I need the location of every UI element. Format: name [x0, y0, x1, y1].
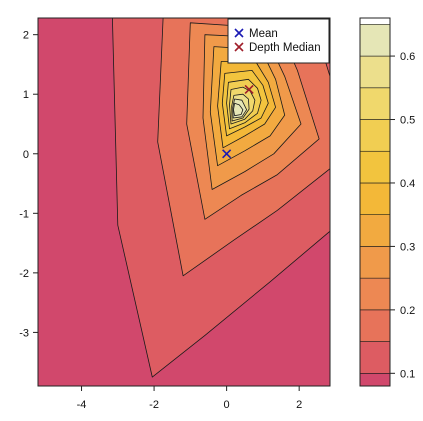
colorbar-swatch: [359, 246, 391, 279]
plot-frame: [37, 17, 331, 387]
y-tick-label: -2: [19, 268, 29, 280]
colorbar-frame: [359, 17, 391, 387]
colorbar-swatch: [359, 373, 391, 387]
colorbar-tick-label: 0.1: [400, 368, 415, 380]
y-tick-label: 2: [23, 30, 29, 42]
contour-layer: [112, 18, 330, 378]
colorbar-swatch: [359, 150, 391, 184]
y-tick-label: -1: [19, 208, 29, 220]
y-tick-label: 0: [23, 149, 29, 161]
colorbar-tick-label: 0.4: [400, 178, 415, 190]
colorbar-swatch: [359, 214, 391, 247]
colorbar: 0.1 0.2 0.3 0.4 0.5 0.6: [359, 17, 415, 387]
colorbar-swatch: [359, 55, 391, 89]
depth-median-marker: [244, 84, 254, 95]
colorbar-swatch: [359, 119, 391, 152]
x-axis: -4 -2 0 2: [77, 386, 302, 411]
colorbar-swatch: [359, 87, 391, 120]
colorbar-tick-label: 0.5: [400, 115, 415, 127]
legend: Mean Depth Median: [227, 18, 330, 64]
colorbar-swatch: [359, 182, 391, 215]
mean-marker: [222, 149, 232, 159]
colorbar-swatch: [359, 277, 391, 311]
legend-marker: [234, 28, 244, 38]
legend-label: Mean: [249, 28, 278, 40]
x-tick-label: 0: [224, 399, 230, 411]
y-tick-label: -3: [19, 327, 29, 339]
colorbar-swatch: [359, 341, 391, 374]
x-tick-label: 2: [296, 399, 302, 411]
y-tick-label: 1: [23, 89, 29, 101]
x-tick-label: -4: [77, 399, 87, 411]
colorbar-swatch: [359, 24, 391, 57]
legend-box: [227, 18, 330, 64]
colorbar-tick-label: 0.6: [400, 51, 415, 63]
colorbar-tick-label: 0.2: [400, 305, 415, 317]
colorbar-tick-label: 0.3: [400, 241, 415, 253]
point-markers: [222, 84, 254, 159]
legend-marker: [234, 42, 244, 52]
x-tick-label: -2: [149, 399, 159, 411]
colorbar-swatch: [359, 309, 391, 342]
y-axis: -3 -2 -1 0 1 2: [19, 30, 38, 339]
legend-label: Depth Median: [249, 42, 321, 54]
contour-band-0.65: [233, 102, 244, 117]
